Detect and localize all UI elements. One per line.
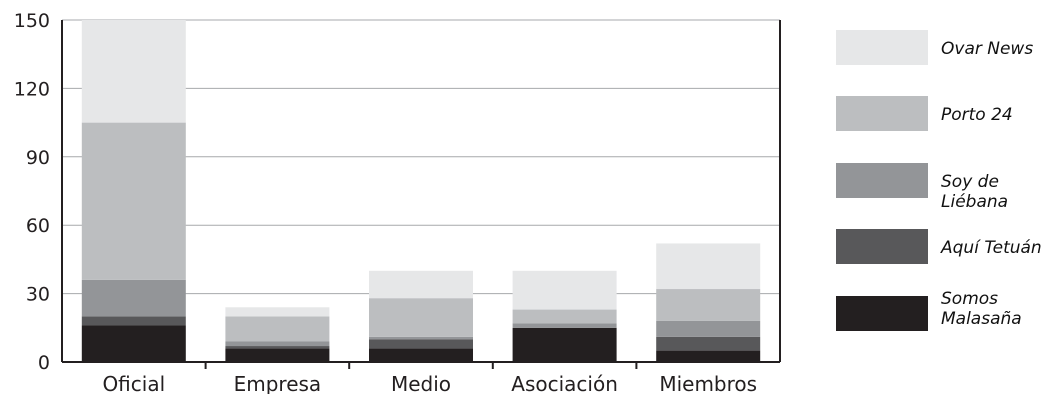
y-tick-label: 30: [26, 284, 50, 306]
legend-swatch: [836, 229, 928, 264]
legend-swatch: [836, 296, 928, 331]
y-tick-label: 0: [38, 352, 50, 374]
x-axis-ticks: Oficial Empresa Medio Asociación Miembros: [102, 362, 757, 394]
bar-segment: [656, 289, 761, 321]
bar-segment: [81, 316, 186, 326]
bar-segment: [512, 323, 617, 328]
legend-label: Ovar News: [941, 39, 1034, 59]
bar-segment: [512, 309, 617, 324]
x-tick-label: Miembros: [659, 372, 757, 394]
bar-segment: [369, 336, 473, 340]
y-axis-ticks: 0 30 60 90 120 150: [14, 10, 50, 374]
bar-segment: [81, 279, 186, 317]
y-tick-label: 60: [26, 215, 50, 237]
x-tick-label: Medio: [391, 372, 451, 394]
legend-swatch: [836, 96, 928, 131]
legend-swatch: [836, 30, 928, 65]
x-tick-label: Empresa: [234, 372, 322, 394]
legend-swatch: [836, 163, 928, 198]
bar-segment: [81, 122, 186, 280]
bar-segment: [656, 336, 761, 351]
y-tick-label: 90: [26, 147, 50, 169]
bar-segment: [225, 348, 330, 362]
axes: [61, 20, 781, 363]
bar-segment: [656, 320, 761, 337]
bar-segment: [81, 20, 186, 123]
x-tick-label: Asociación: [511, 372, 618, 394]
legend-label: Porto 24: [941, 105, 1013, 125]
bar-segment: [225, 316, 330, 342]
x-tick-label: Oficial: [102, 372, 165, 394]
bar-segment: [369, 348, 473, 362]
legend-label: Somos Malasaña: [941, 289, 1022, 329]
y-tick-label: 120: [14, 78, 50, 100]
bar-segment: [512, 270, 617, 310]
bar-segment: [512, 327, 617, 362]
legend-label: Aquí Tetuán: [941, 238, 1042, 258]
bar-segment: [369, 339, 473, 349]
bar-segment: [225, 341, 330, 347]
stacked-bar-chart: 0 30 60 90 120 150 Oficial Empresa Medio Asociac…: [14, 10, 781, 394]
bar-segment: [81, 325, 186, 362]
bar-segment: [656, 243, 761, 290]
legend-label: Soy de Liébana: [941, 172, 1009, 212]
bar-stacks: [81, 20, 761, 362]
bar-segment: [225, 346, 330, 349]
bar-segment: [656, 350, 761, 362]
y-tick-label: 150: [14, 10, 50, 32]
bar-segment: [369, 270, 473, 299]
bar-segment: [369, 298, 473, 337]
bar-segment: [225, 307, 330, 317]
